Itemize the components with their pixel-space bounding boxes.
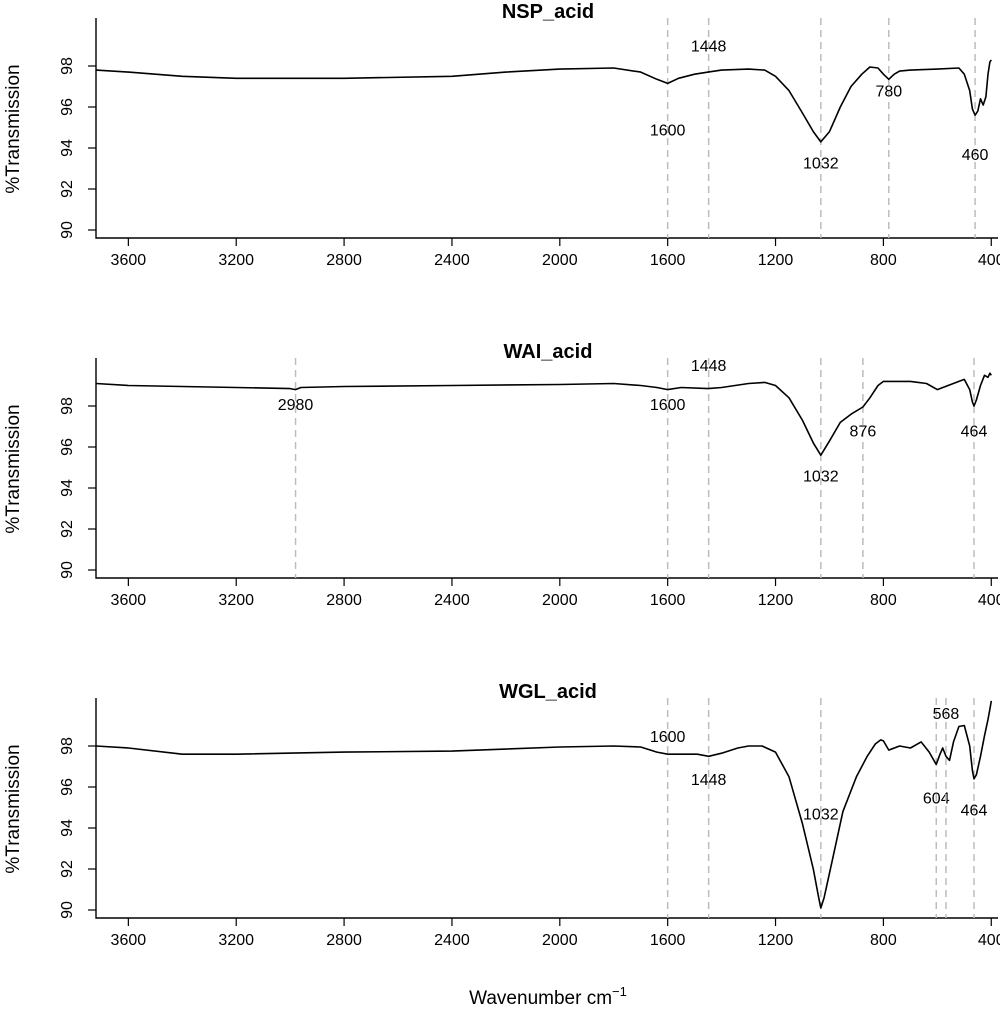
y-axis-label: %Transmission xyxy=(3,744,24,873)
spectrum-panel-2: WAI_acid %Transmission 3600 3200 2800 2400 200… xyxy=(3,341,1000,609)
y-axis-label: %Transmission xyxy=(3,404,24,533)
peak-label: 1032 xyxy=(803,155,839,172)
peak-label: 1600 xyxy=(650,729,686,746)
peak-label: 464 xyxy=(961,803,988,820)
y-tick-label: 90 xyxy=(59,561,76,579)
x-tick-label: 3200 xyxy=(218,252,254,269)
x-axis-label: Wavenumber cm−1 xyxy=(469,984,627,1009)
y-tick-label: 96 xyxy=(59,438,76,456)
x-tick-label: 1600 xyxy=(650,592,686,609)
peak-label: 780 xyxy=(875,84,902,101)
x-tick-label: 3600 xyxy=(111,592,147,609)
x-tick-label: 1200 xyxy=(758,252,794,269)
x-axis-label-text: Wavenumber cm xyxy=(469,988,612,1009)
peak-label: 1448 xyxy=(691,358,727,375)
x-tick-label: 400 xyxy=(978,932,1000,949)
spectrum-line xyxy=(95,700,993,909)
y-axis-label: %Transmission xyxy=(3,64,24,193)
x-tick-label: 3200 xyxy=(218,932,254,949)
x-tick-label: 1600 xyxy=(650,252,686,269)
peak-label: 1600 xyxy=(650,123,686,140)
y-tick-label: 92 xyxy=(59,860,76,878)
peak-label: 876 xyxy=(850,424,877,441)
y-tick-label: 94 xyxy=(59,479,76,497)
axis-frame xyxy=(95,18,998,239)
y-tick-label: 94 xyxy=(59,819,76,837)
axis-frame xyxy=(95,698,998,919)
x-tick-label: 1600 xyxy=(650,932,686,949)
peak-label: 2980 xyxy=(278,397,314,414)
y-tick-label: 98 xyxy=(59,737,76,755)
x-tick-label: 1200 xyxy=(758,592,794,609)
spectrum-panel-3: WGL_acid %Transmission 3600 3200 2800 2400 200… xyxy=(3,681,1000,949)
panel-title: WGL_acid xyxy=(499,681,597,703)
x-tick-label: 800 xyxy=(870,932,897,949)
x-tick-label: 3600 xyxy=(111,252,147,269)
y-tick-label: 90 xyxy=(59,901,76,919)
x-axis-label-exponent: −1 xyxy=(612,984,627,999)
y-tick-label: 96 xyxy=(59,98,76,116)
x-tick-label: 2800 xyxy=(326,932,362,949)
x-tick-label: 800 xyxy=(870,592,897,609)
y-tick-label: 94 xyxy=(59,139,76,157)
y-tick-label: 90 xyxy=(59,221,76,239)
peak-label: 1448 xyxy=(691,772,727,789)
peak-label: 464 xyxy=(961,424,988,441)
x-tick-label: 2400 xyxy=(434,932,470,949)
x-tick-label: 2800 xyxy=(326,252,362,269)
x-tick-label: 800 xyxy=(870,252,897,269)
x-tick-label: 3600 xyxy=(111,932,147,949)
x-tick-label: 2400 xyxy=(434,592,470,609)
y-tick-label: 92 xyxy=(59,520,76,538)
spectrum-line xyxy=(95,59,992,143)
peak-label: 604 xyxy=(923,790,950,807)
x-tick-label: 400 xyxy=(978,592,1000,609)
panel-title: WAI_acid xyxy=(504,341,593,363)
peak-label: 1032 xyxy=(803,807,839,824)
x-tick-label: 400 xyxy=(978,252,1000,269)
y-tick-label: 98 xyxy=(59,397,76,415)
peak-label: 1448 xyxy=(691,39,727,56)
x-tick-label: 2000 xyxy=(542,252,578,269)
peak-label: 460 xyxy=(962,147,989,164)
peak-label: 1600 xyxy=(650,397,686,414)
x-tick-label: 3200 xyxy=(218,592,254,609)
x-tick-label: 2000 xyxy=(542,592,578,609)
panel-title: NSP_acid xyxy=(502,1,594,23)
x-tick-label: 2800 xyxy=(326,592,362,609)
y-tick-label: 96 xyxy=(59,778,76,796)
y-tick-label: 92 xyxy=(59,180,76,198)
x-tick-label: 2000 xyxy=(542,932,578,949)
x-tick-label: 2400 xyxy=(434,252,470,269)
axis-frame xyxy=(95,358,998,579)
x-tick-label: 1200 xyxy=(758,932,794,949)
peak-label: 1032 xyxy=(803,469,839,486)
spectrum-line xyxy=(95,372,992,456)
y-tick-label: 98 xyxy=(59,57,76,75)
peak-label: 568 xyxy=(933,706,960,723)
spectrum-panel-1: NSP_acid %Transmission 3600 3200 2800 2400 200… xyxy=(3,1,1000,269)
